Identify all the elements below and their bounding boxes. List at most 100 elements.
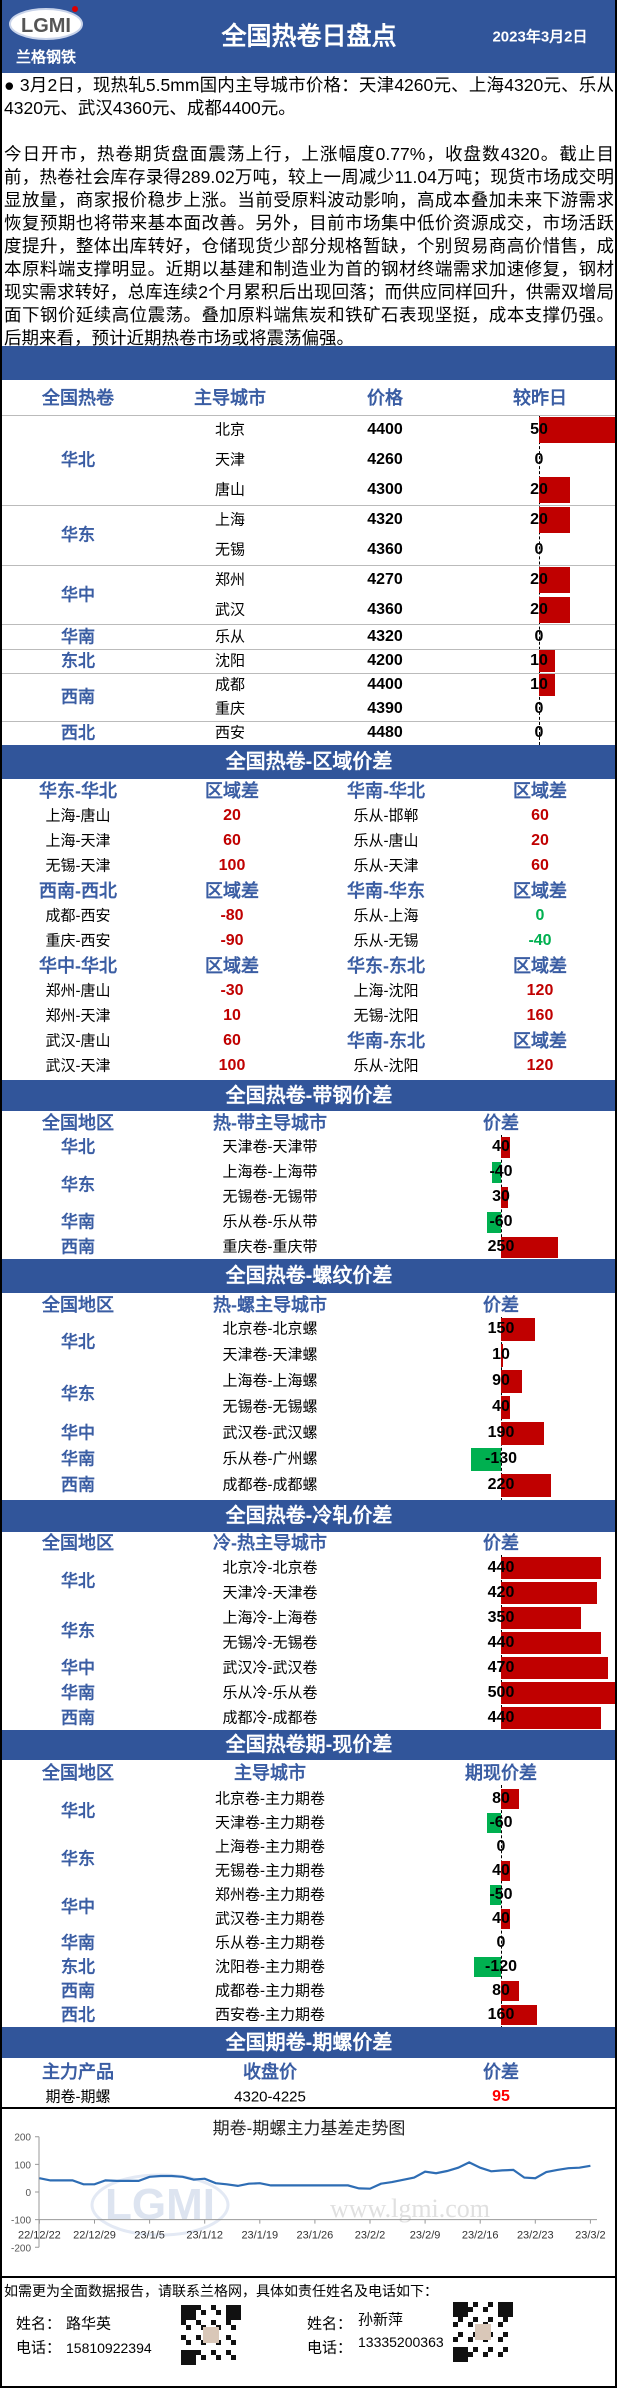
- spread-bar: [501, 1582, 597, 1604]
- region-diff-title-bar: [0, 745, 617, 779]
- route-name: 西安卷-主力期卷: [215, 2006, 325, 2024]
- spread-value: 95: [492, 2088, 510, 2105]
- region-name: 东北: [61, 1957, 95, 1977]
- cold-title-bar: [0, 1500, 617, 1532]
- region-name: 华北: [61, 1801, 95, 1821]
- spread-bar: [501, 1369, 522, 1393]
- futures_spot-title-bar: [0, 1730, 617, 1760]
- spread-bar: [501, 2005, 538, 2025]
- page-bottom-border: [0, 2386, 617, 2388]
- spread-bar: [501, 1186, 508, 1208]
- row-divider: [0, 649, 617, 650]
- city-name: 无锡: [215, 541, 246, 559]
- spread-value: 350: [487, 1609, 515, 1626]
- route-name: 天津冷-天津卷: [222, 1584, 318, 1602]
- diff-value: 0: [535, 907, 545, 924]
- report-header: LGMI 兰格钢铁 全国热卷日盘点 2023年3月2日: [0, 0, 617, 73]
- region-name: 东北: [61, 651, 95, 671]
- bullet-icon: ●: [4, 75, 20, 95]
- spread-value: 500: [487, 1684, 515, 1701]
- zero-axis-line: [501, 1785, 502, 2029]
- route-name: 上海-天津: [45, 832, 111, 850]
- route-name: 重庆卷-重庆带: [222, 1238, 318, 1256]
- contact-phone: 15810922394: [66, 2340, 152, 2356]
- route-name: 上海卷-上海螺: [222, 1372, 318, 1390]
- contact-name-label: 姓名：: [16, 2315, 62, 2333]
- spread-value: 40: [492, 1862, 510, 1879]
- row-divider: [0, 565, 617, 566]
- column-header: 主力产品: [42, 2062, 114, 2082]
- spread-bar: [491, 1161, 501, 1183]
- region-name: 西南: [61, 1237, 95, 1257]
- product-name: 期卷-期螺: [45, 2088, 111, 2106]
- column-header: 热-带主导城市: [213, 1113, 327, 1133]
- spread-value: 0: [496, 1838, 506, 1855]
- diff-block-header: 区域差: [513, 956, 567, 976]
- change-value: 0: [534, 628, 544, 645]
- column-header: 热-螺主导城市: [213, 1295, 327, 1315]
- strip-title: 全国热卷-带钢价差: [225, 1084, 393, 1107]
- column-header: 较昨日: [513, 388, 567, 408]
- spread-bar: [501, 1136, 511, 1158]
- diff-block-header: 区域差: [205, 881, 259, 901]
- spread-value: 420: [487, 1584, 515, 1601]
- city-name: 北京: [215, 421, 246, 439]
- diff-value: -40: [528, 932, 552, 949]
- spread-value: 80: [492, 1790, 510, 1807]
- wechat-qr-code[interactable]: [179, 2303, 243, 2367]
- x-tick-label: 23/1/19: [241, 2230, 278, 2242]
- city-name: 西安: [215, 724, 246, 742]
- change-bar: [539, 674, 555, 696]
- route-name: 天津卷-天津螺: [222, 1346, 318, 1364]
- change-value: 20: [530, 571, 548, 588]
- route-name: 上海冷-上海卷: [222, 1609, 318, 1627]
- route-name: 武汉卷-主力期卷: [215, 1910, 325, 1928]
- wechat-qr-code[interactable]: [451, 2300, 515, 2364]
- row-divider: [0, 415, 617, 416]
- diff-value: 100: [218, 1057, 246, 1074]
- route-name: 乐从-无锡: [353, 932, 419, 950]
- route-name: 乐从卷-主力期卷: [215, 1934, 325, 1952]
- route-name: 乐从卷-广州螺: [222, 1450, 318, 1468]
- change-value: 10: [530, 652, 548, 669]
- futures-rebar-title-bar: [0, 2027, 617, 2058]
- contact-phone: 13335200363: [358, 2334, 444, 2350]
- lgmi-logo: LGMI 兰格钢铁: [9, 6, 83, 66]
- diff-block-header: 华东-华北: [39, 781, 117, 801]
- region-name: 华中: [61, 1658, 95, 1678]
- route-name: 成都冷-成都卷: [222, 1709, 318, 1727]
- diff-value: 60: [531, 857, 549, 874]
- diff-value: 20: [223, 807, 241, 824]
- column-header: 冷-热主导城市: [213, 1533, 327, 1553]
- spread-value: 250: [487, 1238, 515, 1255]
- cold-title: 全国热卷-冷轧价差: [225, 1505, 393, 1527]
- diff-block-header: 华南-东北: [347, 1031, 425, 1051]
- route-name: 郑州-唐山: [45, 982, 111, 1000]
- spread-value: 440: [487, 1709, 515, 1726]
- spread-value: 10: [492, 1346, 510, 1363]
- spread-bar: [501, 1632, 602, 1654]
- column-header: 全国热卷: [42, 388, 114, 408]
- route-name: 郑州卷-主力期卷: [215, 1886, 325, 1904]
- row-divider: [0, 673, 617, 674]
- route-name: 乐从-天津: [353, 857, 419, 875]
- region-name: 西南: [61, 1475, 95, 1495]
- route-name: 无锡-天津: [45, 857, 111, 875]
- region-name: 华东: [61, 1384, 95, 1404]
- row-divider: [0, 623, 617, 625]
- change-value: 0: [534, 541, 544, 558]
- x-tick-label: 23/2/2: [355, 2230, 386, 2242]
- route-name: 武汉-天津: [45, 1057, 111, 1075]
- region-name: 华北: [61, 1137, 95, 1157]
- diff-value: 100: [218, 857, 246, 874]
- spread-value: -120: [484, 1958, 518, 1975]
- change-bar: [539, 597, 570, 623]
- change-bar: [539, 417, 617, 443]
- route-name: 成都卷-主力期卷: [215, 1982, 325, 2000]
- route-name: 无锡卷-主力期卷: [215, 1862, 325, 1880]
- city-name: 上海: [215, 511, 246, 529]
- change-value: 20: [530, 481, 548, 498]
- route-name: 乐从-沈阳: [353, 1057, 419, 1075]
- region-name: 西南: [61, 687, 95, 707]
- spread-value: 440: [487, 1559, 515, 1576]
